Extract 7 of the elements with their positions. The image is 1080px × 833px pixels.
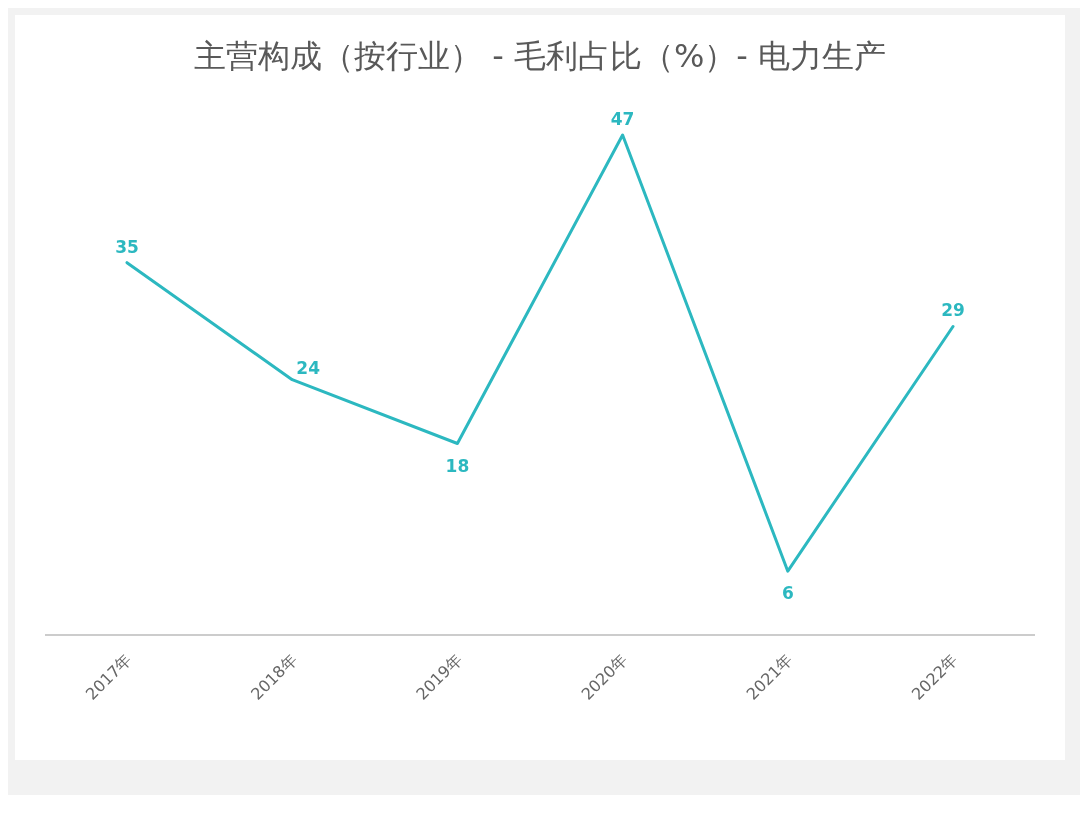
data-label: 6 [781, 583, 794, 604]
data-label: 47 [610, 109, 635, 129]
data-label: 18 [445, 455, 470, 476]
chart-title: 主营构成（按行业） - 毛利占比（%）- 电力生产 [193, 36, 887, 77]
data-label: 24 [296, 357, 321, 378]
data-label: 29 [941, 300, 965, 321]
data-label: 35 [115, 236, 139, 257]
